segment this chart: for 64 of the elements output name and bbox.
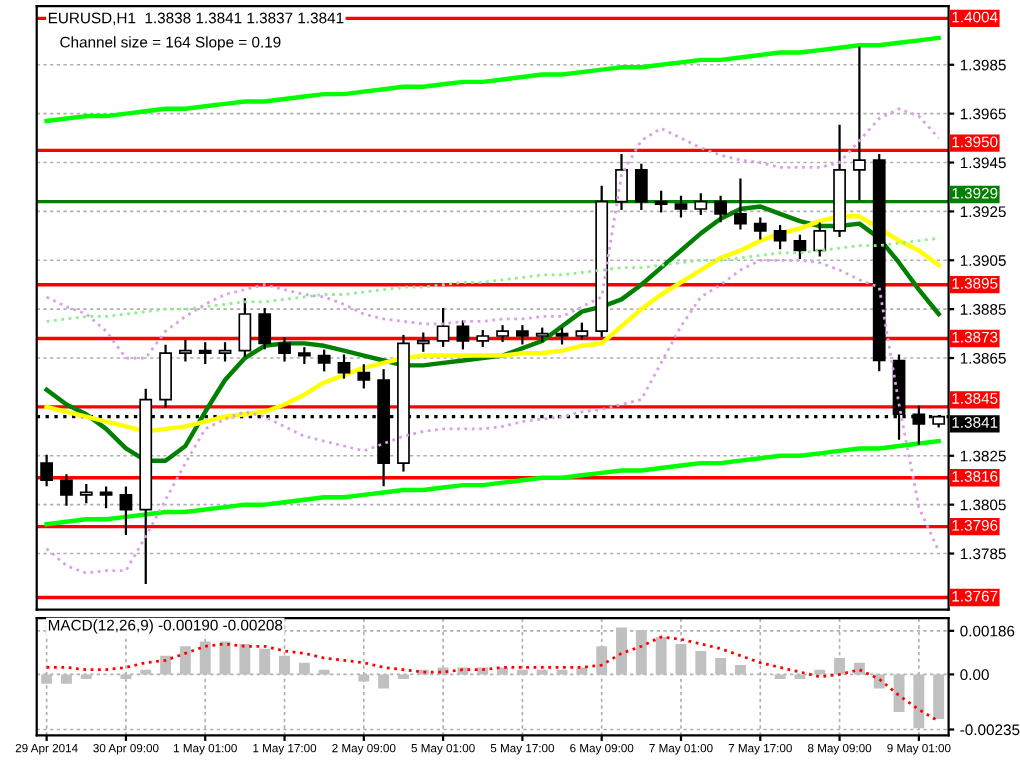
candlestick: [773, 224, 787, 250]
line-series: [45, 107, 941, 360]
bar: [774, 674, 786, 680]
line-series: [45, 258, 941, 575]
bar: [120, 674, 132, 680]
bar: [715, 658, 727, 675]
candlestick: [60, 474, 73, 506]
candlestick: [317, 349, 331, 372]
line-series: [44, 204, 941, 463]
candlestick: [813, 222, 827, 257]
candlestick: [496, 325, 509, 343]
line-series: [44, 35, 941, 124]
candlestick: [516, 325, 529, 345]
candlestick: [714, 195, 728, 223]
bar: [298, 662, 310, 675]
bar: [655, 636, 667, 675]
candlestick: [357, 364, 371, 389]
bar: [596, 646, 608, 675]
bar: [199, 641, 211, 675]
line-series: [45, 635, 941, 723]
bar: [794, 674, 806, 680]
candlestick: [753, 217, 767, 240]
candlestick: [238, 298, 252, 357]
line-series: [44, 438, 941, 527]
candlestick: [853, 46, 866, 201]
candlestick: [179, 339, 192, 362]
candlestick: [694, 193, 708, 215]
bar: [160, 655, 172, 675]
candlestick: [258, 308, 272, 350]
candlestick: [198, 342, 212, 365]
candlestick: [734, 178, 747, 230]
bar: [735, 665, 746, 675]
bar: [635, 629, 647, 675]
bar: [358, 674, 370, 682]
bar: [576, 667, 588, 675]
candlestick: [634, 163, 648, 211]
candlestick: [456, 320, 470, 350]
bar: [913, 674, 925, 729]
candlestick: [436, 308, 450, 347]
bar: [398, 674, 409, 680]
bar: [279, 655, 290, 675]
bar: [80, 674, 92, 680]
candlestick: [119, 486, 133, 536]
bar: [933, 674, 945, 719]
bar: [378, 674, 390, 689]
candlestick: [337, 354, 351, 379]
bar: [41, 674, 53, 684]
bar: [834, 658, 846, 675]
candlestick: [793, 234, 807, 259]
bar: [893, 674, 905, 712]
bar: [873, 674, 885, 689]
bar: [259, 648, 271, 675]
bar: [179, 646, 191, 675]
bar: [695, 650, 707, 675]
candlestick: [674, 195, 688, 218]
bar: [239, 643, 251, 675]
bar: [61, 674, 72, 684]
candlestick: [654, 190, 668, 213]
candlestick: [99, 486, 113, 509]
bar: [675, 643, 687, 675]
bar: [616, 627, 627, 675]
line-series: [44, 214, 941, 434]
candlestick: [159, 344, 172, 409]
candlestick: [278, 337, 291, 362]
